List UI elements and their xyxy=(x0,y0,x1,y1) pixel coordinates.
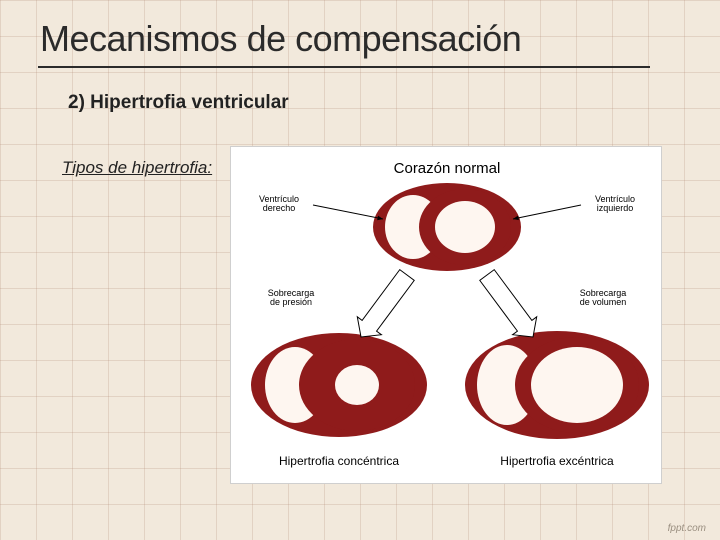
diagram-label-excentric: Hipertrofia excéntrica xyxy=(487,455,627,468)
slide-subtitle: 2) Hipertrofia ventricular xyxy=(68,92,289,114)
diagram-panel: Corazón normalVentrículoderechoVentrícul… xyxy=(230,146,662,484)
diagram-label-rv: Ventrículoderecho xyxy=(209,195,349,214)
diagram-label-volume: Sobrecargade volumen xyxy=(533,289,673,308)
diagram-label-pressure: Sobrecargade presión xyxy=(221,289,361,308)
diagram-caption: Tipos de hipertrofia: xyxy=(62,158,212,178)
footer-attribution: fppt.com xyxy=(668,523,706,534)
title-underline xyxy=(38,66,650,68)
diagram-label-lv: Ventrículoizquierdo xyxy=(545,195,685,214)
diagram-label-concentric: Hipertrofia concéntrica xyxy=(269,455,409,468)
diagram-label-normal: Corazón normal xyxy=(377,161,517,177)
slide-title: Mecanismos de compensación xyxy=(40,18,521,60)
